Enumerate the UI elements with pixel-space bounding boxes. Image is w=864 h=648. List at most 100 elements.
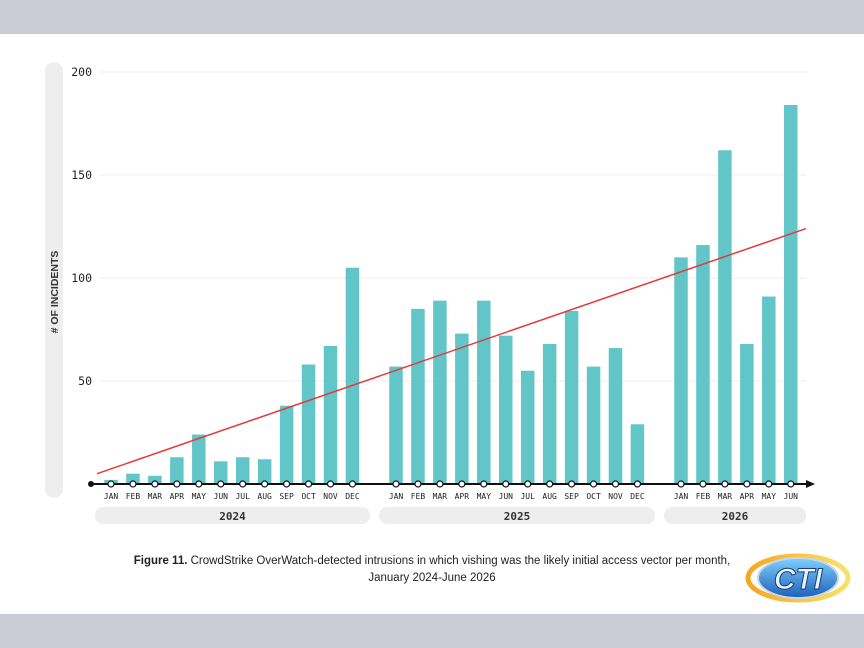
bar — [279, 405, 294, 484]
x-tick-label: MAR — [148, 492, 163, 501]
y-axis-label: # OF INCIDENTS — [49, 251, 61, 334]
x-tick-dot — [107, 480, 115, 488]
bar — [630, 424, 645, 484]
bar — [345, 267, 360, 484]
x-tick-dot — [348, 480, 357, 488]
x-tick-dot — [677, 480, 685, 488]
bar — [192, 434, 206, 484]
y-tick-label: 200 — [71, 65, 92, 79]
x-tick-label: SEP — [564, 492, 579, 501]
bar — [674, 257, 688, 484]
x-tick-label: DEC — [630, 492, 645, 501]
x-tick-dot — [217, 480, 225, 488]
x-tick-dot — [765, 480, 773, 488]
x-tick-dot — [743, 480, 751, 488]
x-tick-dot — [195, 480, 203, 488]
x-tick-label: SEP — [279, 492, 294, 501]
x-tick-label: JUL — [520, 492, 535, 501]
x-tick-label: FEB — [126, 492, 141, 501]
x-tick-label: JUL — [235, 492, 250, 501]
x-tick-label: AUG — [542, 492, 557, 501]
x-tick-dot — [787, 480, 795, 488]
bar — [214, 461, 228, 484]
y-tick-label: 100 — [71, 271, 92, 285]
bar — [762, 296, 776, 484]
bar — [499, 335, 513, 484]
x-tick-label: JUN — [214, 492, 229, 501]
year-band — [95, 507, 370, 524]
x-tick-dot — [239, 480, 247, 488]
year-label: 2025 — [504, 510, 531, 523]
x-tick-label: DEC — [345, 492, 360, 501]
x-tick-label: APR — [740, 492, 755, 501]
x-tick-label: MAR — [433, 492, 448, 501]
x-tick-label: JUN — [784, 492, 799, 501]
x-tick-label: APR — [170, 492, 185, 501]
caption-figure-number: Figure 11. — [133, 555, 188, 567]
x-tick-dot — [326, 480, 335, 488]
x-tick-dot — [480, 480, 488, 488]
bar — [126, 473, 140, 484]
trend-line — [96, 227, 807, 475]
bar — [718, 150, 732, 484]
x-tick-label: APR — [455, 492, 470, 501]
bar — [148, 475, 162, 484]
x-tick-label: JAN — [104, 492, 119, 501]
x-tick-dot — [502, 480, 510, 488]
bar — [740, 343, 754, 484]
bar — [696, 245, 710, 484]
bar — [433, 300, 447, 484]
x-tick-dot — [611, 480, 620, 488]
bar — [323, 345, 338, 484]
x-tick-dot — [261, 480, 269, 488]
cti-logo-icon: CTI — [745, 553, 851, 603]
year-label: 2026 — [722, 510, 749, 523]
x-tick-dot — [129, 480, 137, 488]
x-tick-dot — [304, 480, 313, 488]
x-tick-dot — [589, 480, 598, 488]
x-tick-dot — [414, 480, 422, 488]
bar — [411, 308, 425, 484]
bar — [784, 104, 798, 485]
bar — [608, 348, 623, 484]
y-tick-label: 50 — [78, 374, 92, 388]
y-axis-band — [45, 62, 63, 498]
bar — [301, 364, 316, 484]
bar — [455, 333, 469, 484]
x-tick-label: JAN — [389, 492, 404, 501]
x-tick-label: JUN — [499, 492, 514, 501]
x-tick-dot — [151, 480, 159, 488]
svg-text:CTI: CTI — [774, 563, 823, 596]
x-tick-dot — [392, 480, 400, 488]
x-tick-dot — [173, 480, 181, 488]
x-tick-dot — [283, 480, 291, 488]
x-tick-label: OCT — [586, 492, 601, 501]
year-band — [664, 507, 806, 524]
x-tick-dot — [567, 480, 576, 488]
x-axis-arrow — [806, 480, 815, 488]
bar — [389, 366, 403, 484]
x-tick-dot — [436, 480, 444, 488]
x-tick-dot — [721, 480, 729, 488]
bar — [235, 457, 250, 484]
year-label: 2024 — [219, 510, 246, 523]
x-tick-dot — [699, 480, 707, 488]
x-tick-label: AUG — [257, 492, 272, 501]
bar — [520, 370, 535, 484]
x-tick-dot — [546, 480, 554, 488]
bar — [564, 310, 579, 484]
x-tick-dot — [458, 480, 466, 488]
x-tick-label: MAY — [477, 492, 492, 501]
x-tick-label: MAR — [718, 492, 733, 501]
x-tick-label: FEB — [411, 492, 426, 501]
x-tick-label: OCT — [301, 492, 316, 501]
caption-text: CrowdStrike OverWatch-detected intrusion… — [190, 555, 731, 584]
incidents-bar-chart: # OF INCIDENTS 50 100 150 200 JAN FEB MAR APR MAY… — [45, 62, 815, 524]
bar — [542, 343, 557, 484]
bar — [477, 300, 491, 484]
page-panel: # OF INCIDENTS 50 100 150 200 JAN FEB MAR APR MAY… — [0, 34, 864, 614]
bar — [170, 457, 184, 484]
x-tick-label: JAN — [674, 492, 689, 501]
bar — [586, 366, 601, 484]
figure-caption: Figure 11. CrowdStrike OverWatch-detecte… — [120, 553, 744, 587]
